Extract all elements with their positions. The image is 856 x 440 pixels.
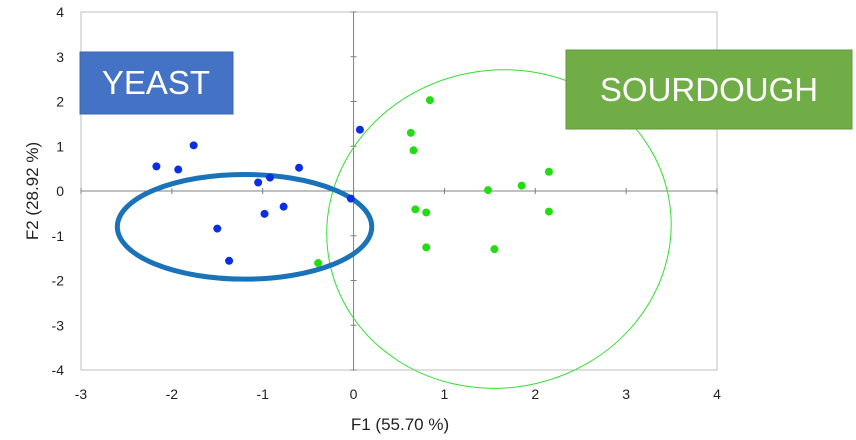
yeast-point — [260, 209, 269, 218]
yeast-point — [265, 173, 274, 182]
x-tick-label: 1 — [441, 386, 449, 402]
sourdough-label-box: SOURDOUGH — [565, 49, 853, 130]
points-layer — [152, 96, 553, 268]
yeast-point — [225, 256, 234, 265]
sourdough-point — [544, 207, 553, 216]
yeast-point — [295, 163, 304, 172]
sourdough-point — [484, 186, 493, 195]
x-tick-label: -2 — [166, 386, 179, 402]
sourdough-point — [544, 167, 553, 176]
sourdough-point — [490, 245, 499, 254]
x-tick-label: 3 — [622, 386, 630, 402]
y-tick-label: 2 — [56, 94, 64, 110]
sourdough-point — [422, 243, 431, 252]
axes-layer — [80, 11, 718, 371]
x-tick-label: -1 — [256, 386, 269, 402]
yeast-label-box: YEAST — [79, 51, 234, 115]
y-tick-label: -2 — [52, 273, 65, 289]
sourdough-point — [411, 205, 420, 214]
y-tick-label: 1 — [56, 138, 64, 154]
yeast-label-text: YEAST — [102, 64, 210, 101]
sourdough-point — [422, 208, 431, 217]
ellipses-layer — [114, 69, 672, 389]
yeast-point — [346, 194, 355, 203]
y-axis-title: F2 (28.92 %) — [23, 142, 42, 240]
yeast-highlight-ellipse — [114, 171, 375, 282]
sourdough-label-text: SOURDOUGH — [600, 71, 818, 108]
yeast-point — [152, 162, 161, 171]
yeast-point — [174, 165, 183, 174]
sourdough-point — [425, 96, 434, 105]
yeast-point — [189, 141, 198, 150]
sourdough-point — [406, 128, 415, 137]
sourdough-point — [409, 146, 418, 155]
yeast-point — [355, 125, 364, 134]
y-tick-label: -1 — [52, 228, 65, 244]
y-tick-label: -4 — [52, 362, 65, 378]
y-tick-label: -3 — [52, 317, 65, 333]
sourdough-point — [517, 181, 526, 190]
sourdough-point — [314, 259, 323, 268]
yeast-point — [254, 178, 263, 187]
y-tick-label: 4 — [56, 4, 64, 20]
y-tick-label: 0 — [56, 183, 64, 199]
x-tick-label: 4 — [713, 386, 721, 402]
yeast-point — [213, 224, 222, 233]
y-tick-label: 3 — [56, 49, 64, 65]
tick-labels-layer: -3 -2 -1 0 1 2 3 4 -4 -3 -2 -1 0 1 2 3 4 — [52, 4, 722, 402]
x-tick-label: -3 — [75, 386, 88, 402]
x-tick-label: 0 — [350, 386, 358, 402]
x-axis-title: F1 (55.70 %) — [351, 415, 449, 434]
yeast-point — [279, 202, 288, 211]
sourdough-confidence-ellipse — [326, 69, 672, 389]
x-tick-label: 2 — [531, 386, 539, 402]
